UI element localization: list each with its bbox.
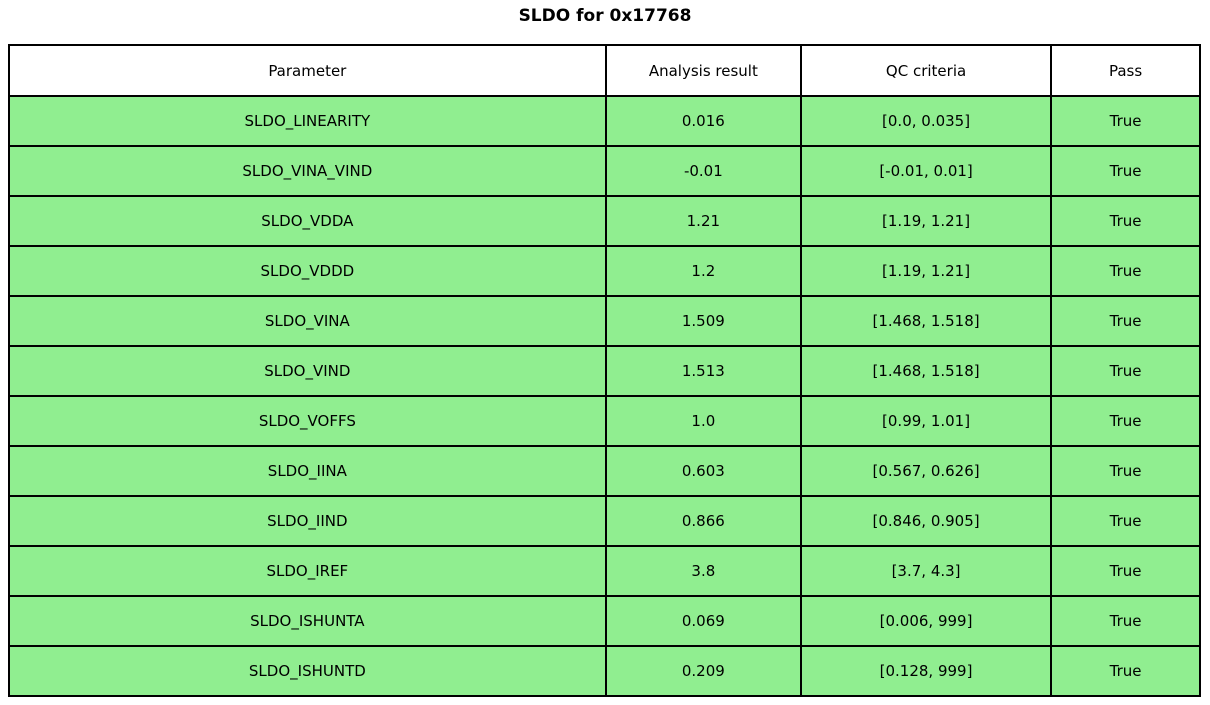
column-header-pass: Pass <box>1050 44 1201 97</box>
parameter-cell: SLDO_IIND <box>8 495 607 547</box>
analysis-result-cell: 1.0 <box>604 395 803 447</box>
parameter-cell: SLDO_VDDA <box>8 195 607 247</box>
pass-cell: True <box>1050 395 1201 447</box>
table-row: SLDO_VINA_VIND -0.01 [-0.01, 0.01] True <box>8 145 1201 197</box>
analysis-result-cell: 1.513 <box>604 345 803 397</box>
table-row: SLDO_IREF 3.8 [3.7, 4.3] True <box>8 545 1201 597</box>
analysis-result-cell: 0.016 <box>604 95 803 147</box>
parameter-cell: SLDO_LINEARITY <box>8 95 607 147</box>
pass-cell: True <box>1050 145 1201 197</box>
analysis-result-cell: 0.069 <box>604 595 803 647</box>
table-row: SLDO_LINEARITY 0.016 [0.0, 0.035] True <box>8 95 1201 147</box>
parameter-cell: SLDO_VOFFS <box>8 395 607 447</box>
table-header-row: Parameter Analysis result QC criteria Pa… <box>8 44 1201 97</box>
table-row: SLDO_VDDA 1.21 [1.19, 1.21] True <box>8 195 1201 247</box>
qc-criteria-cell: [1.19, 1.21] <box>799 195 1053 247</box>
qc-criteria-cell: [0.567, 0.626] <box>799 445 1053 497</box>
pass-cell: True <box>1050 295 1201 347</box>
analysis-result-cell: -0.01 <box>604 145 803 197</box>
pass-cell: True <box>1050 245 1201 297</box>
qc-criteria-cell: [-0.01, 0.01] <box>799 145 1053 197</box>
table-row: SLDO_VINA 1.509 [1.468, 1.518] True <box>8 295 1201 347</box>
analysis-result-cell: 0.209 <box>604 645 803 697</box>
analysis-result-cell: 0.866 <box>604 495 803 547</box>
parameter-cell: SLDO_IREF <box>8 545 607 597</box>
analysis-result-cell: 0.603 <box>604 445 803 497</box>
table-row: SLDO_VDDD 1.2 [1.19, 1.21] True <box>8 245 1201 297</box>
column-header-parameter: Parameter <box>8 44 607 97</box>
qc-criteria-cell: [0.006, 999] <box>799 595 1053 647</box>
parameter-cell: SLDO_ISHUNTA <box>8 595 607 647</box>
qc-criteria-cell: [3.7, 4.3] <box>799 545 1053 597</box>
parameter-cell: SLDO_IINA <box>8 445 607 497</box>
table-row: SLDO_ISHUNTD 0.209 [0.128, 999] True <box>8 645 1201 697</box>
table-row: SLDO_IIND 0.866 [0.846, 0.905] True <box>8 495 1201 547</box>
column-header-qc-criteria: QC criteria <box>799 44 1053 97</box>
analysis-result-cell: 1.509 <box>604 295 803 347</box>
page-title: SLDO for 0x17768 <box>518 6 692 26</box>
qc-criteria-cell: [0.846, 0.905] <box>799 495 1053 547</box>
parameter-cell: SLDO_VIND <box>8 345 607 397</box>
parameter-cell: SLDO_VINA <box>8 295 607 347</box>
table-row: SLDO_ISHUNTA 0.069 [0.006, 999] True <box>8 595 1201 647</box>
pass-cell: True <box>1050 445 1201 497</box>
table-row: SLDO_VOFFS 1.0 [0.99, 1.01] True <box>8 395 1201 447</box>
pass-cell: True <box>1050 545 1201 597</box>
table-row: SLDO_IINA 0.603 [0.567, 0.626] True <box>8 445 1201 497</box>
parameter-cell: SLDO_VINA_VIND <box>8 145 607 197</box>
qc-criteria-cell: [0.128, 999] <box>799 645 1053 697</box>
qc-criteria-cell: [1.468, 1.518] <box>799 295 1053 347</box>
qc-criteria-cell: [1.19, 1.21] <box>799 245 1053 297</box>
pass-cell: True <box>1050 195 1201 247</box>
parameter-cell: SLDO_ISHUNTD <box>8 645 607 697</box>
qc-criteria-cell: [0.99, 1.01] <box>799 395 1053 447</box>
pass-cell: True <box>1050 645 1201 697</box>
analysis-result-cell: 3.8 <box>604 545 803 597</box>
pass-cell: True <box>1050 95 1201 147</box>
pass-cell: True <box>1050 595 1201 647</box>
qc-criteria-cell: [1.468, 1.518] <box>799 345 1053 397</box>
table-row: SLDO_VIND 1.513 [1.468, 1.518] True <box>8 345 1201 397</box>
analysis-result-cell: 1.21 <box>604 195 803 247</box>
qc-results-table: Parameter Analysis result QC criteria Pa… <box>8 44 1201 697</box>
analysis-result-cell: 1.2 <box>604 245 803 297</box>
qc-criteria-cell: [0.0, 0.035] <box>799 95 1053 147</box>
pass-cell: True <box>1050 495 1201 547</box>
parameter-cell: SLDO_VDDD <box>8 245 607 297</box>
column-header-analysis-result: Analysis result <box>604 44 803 97</box>
pass-cell: True <box>1050 345 1201 397</box>
